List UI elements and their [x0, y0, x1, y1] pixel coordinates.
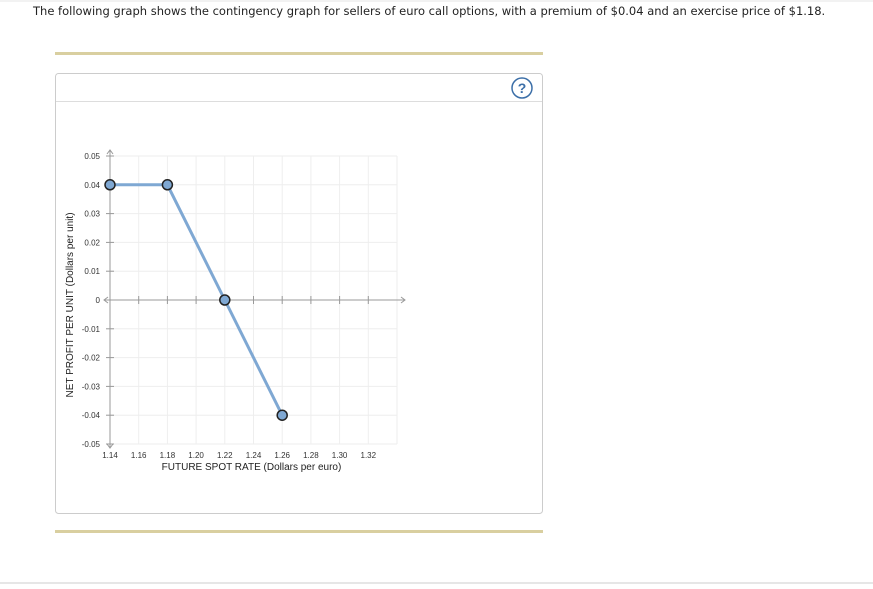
- y-tick-label: 0.05: [84, 152, 100, 161]
- y-tick-label: -0.03: [82, 382, 101, 391]
- y-tick-label: -0.04: [82, 411, 101, 420]
- question-text: The following graph shows the contingenc…: [32, 4, 825, 18]
- y-tick-label: -0.02: [82, 354, 101, 363]
- help-icon[interactable]: ?: [518, 80, 527, 96]
- graph-panel: [55, 73, 543, 514]
- x-axis-title: FUTURE SPOT RATE (Dollars per euro): [162, 462, 342, 473]
- x-tick-label: 1.32: [361, 451, 377, 460]
- x-tick-label: 1.30: [332, 451, 348, 460]
- y-axis-arrow: [106, 149, 114, 155]
- series-line: [110, 183, 284, 416]
- x-tick-label: 1.18: [160, 451, 176, 460]
- x-tick-label: 1.14: [102, 451, 118, 460]
- help-button[interactable]: [511, 77, 533, 99]
- divider: [55, 530, 543, 533]
- x-tick-label: 1.20: [188, 451, 204, 460]
- y-tick-label: 0.02: [84, 238, 100, 247]
- x-tick-label: 1.16: [131, 451, 147, 460]
- y-tick-label: -0.01: [82, 325, 101, 334]
- y-axis-arrow: [106, 443, 114, 449]
- y-tick-label: 0.04: [84, 181, 100, 190]
- y-tick-label: -0.05: [82, 440, 101, 449]
- x-tick-label: 1.24: [246, 451, 262, 460]
- data-point: [276, 409, 288, 421]
- x-tick-label: 1.28: [303, 451, 319, 460]
- y-axis-title: NET PROFIT PER UNIT (Dollars per unit): [65, 212, 76, 397]
- divider: [55, 52, 543, 55]
- x-tick-label: 1.26: [274, 451, 290, 460]
- y-tick-label: 0.03: [84, 210, 100, 219]
- y-tick-label: 0.01: [84, 267, 100, 276]
- x-axis-arrow: [103, 296, 109, 304]
- data-point: [161, 179, 174, 191]
- data-point: [104, 179, 116, 191]
- x-tick-label: 1.22: [217, 451, 233, 460]
- y-tick-label: 0: [96, 296, 101, 305]
- data-point: [219, 294, 231, 306]
- x-axis-arrow: [400, 296, 406, 304]
- plot: 1.14 1.16 1.18 1.20 1.22 1.24 1.26 1.28 1.30 1.32…: [65, 149, 406, 473]
